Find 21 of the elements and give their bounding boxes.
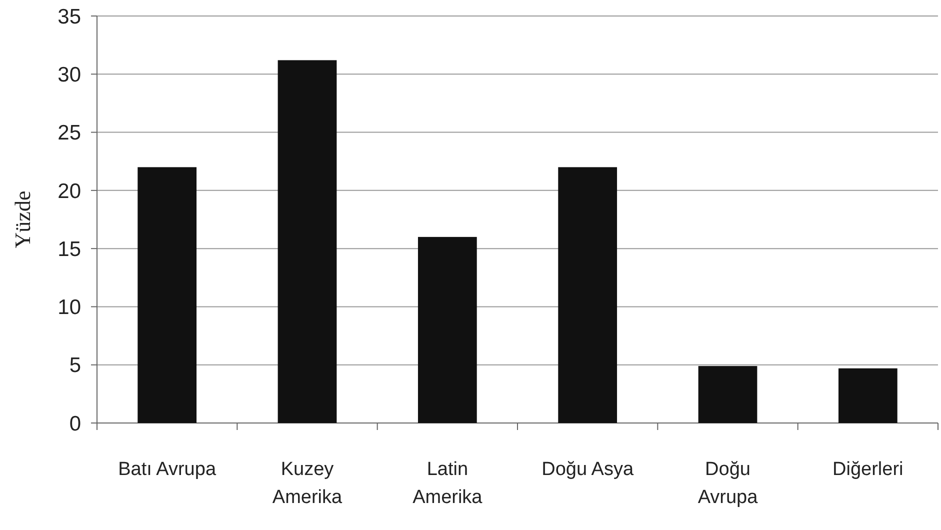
x-tick-label: Kuzey Amerika bbox=[272, 459, 343, 508]
bar bbox=[838, 368, 898, 423]
y-tick-label: 5 bbox=[69, 354, 81, 378]
y-axis-title: Yüzde bbox=[10, 190, 35, 248]
bar bbox=[698, 366, 758, 423]
y-tick-label: 25 bbox=[58, 122, 81, 145]
y-tick-label: 15 bbox=[58, 238, 81, 261]
bar bbox=[418, 236, 477, 423]
x-tick-label: Batı Avrupa bbox=[118, 459, 216, 480]
y-tick-label: 30 bbox=[58, 63, 81, 86]
y-tick-label: 0 bbox=[69, 412, 81, 436]
bar bbox=[558, 167, 618, 423]
x-tick-label: Diğerleri bbox=[832, 459, 904, 480]
x-tick-label: Doğu Asya bbox=[542, 459, 634, 480]
bar bbox=[138, 167, 197, 423]
y-tick-label: 35 bbox=[58, 5, 81, 28]
bar bbox=[278, 60, 337, 423]
x-tick-label: Doğu Avrupa bbox=[698, 459, 758, 508]
y-tick-label: 10 bbox=[58, 296, 81, 320]
y-tick-label: 20 bbox=[58, 180, 81, 203]
x-tick-label: Latin Amerika bbox=[412, 459, 483, 508]
